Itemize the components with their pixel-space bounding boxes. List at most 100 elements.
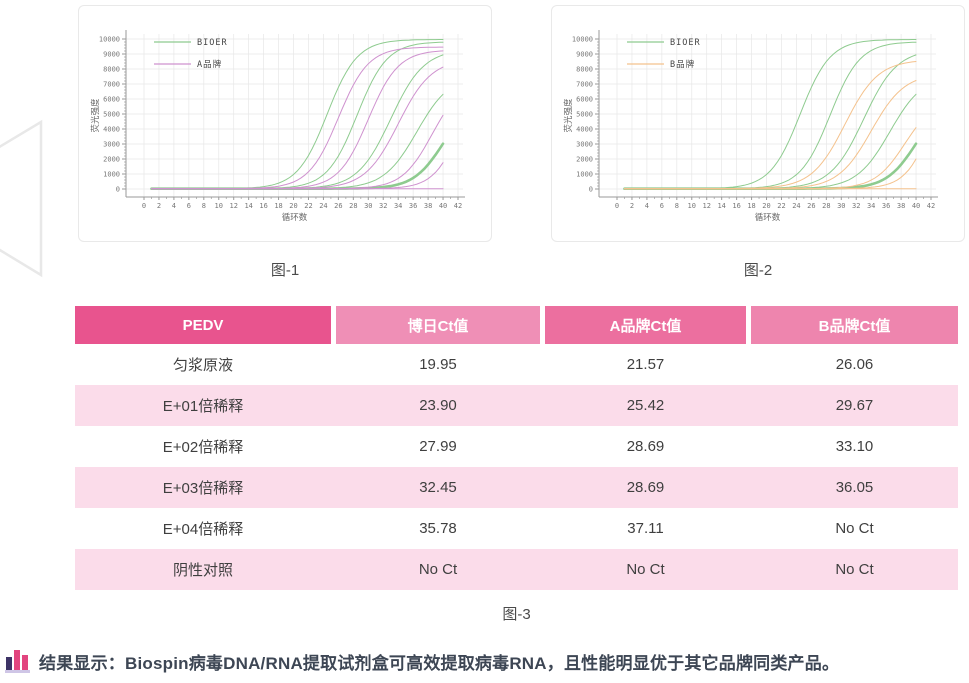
y-axis-label: 荧光强度	[563, 98, 574, 133]
svg-text:4: 4	[645, 202, 649, 210]
table-header-cell: 博日Ct值	[336, 306, 540, 344]
row-label-cell: 阴性对照	[172, 562, 233, 579]
svg-text:18: 18	[274, 202, 282, 210]
svg-text:38: 38	[897, 202, 905, 210]
row-label-cell: E+04倍稀释	[162, 521, 244, 538]
svg-text:32: 32	[852, 202, 860, 210]
row-label-cell: E+01倍稀释	[162, 398, 244, 415]
svg-text:8: 8	[675, 202, 679, 210]
ct-value-table: PEDV 博日Ct值 A品牌Ct值 B品牌Ct值 匀浆原液 19.95 21.57 26.0…	[75, 306, 958, 590]
amplification-curve	[624, 61, 917, 190]
svg-text:2: 2	[157, 202, 161, 210]
ct-value-cell: 37.11	[627, 520, 664, 537]
svg-text:30: 30	[364, 202, 372, 210]
svg-text:26: 26	[334, 202, 342, 210]
svg-text:6: 6	[660, 202, 664, 210]
ct-value-cell: 29.67	[835, 397, 874, 414]
svg-text:18: 18	[747, 202, 755, 210]
x-axis-label: 循环数	[755, 212, 781, 223]
svg-text:0: 0	[116, 186, 120, 194]
table-row: E+02倍稀释 27.99 28.69 33.10	[75, 426, 958, 467]
svg-text:5000: 5000	[103, 111, 120, 119]
svg-text:7000: 7000	[576, 81, 593, 89]
svg-text:14: 14	[244, 202, 252, 210]
ct-value-cell: No Ct	[626, 561, 665, 578]
svg-text:0: 0	[589, 186, 593, 194]
svg-text:6000: 6000	[103, 96, 120, 104]
svg-text:24: 24	[792, 202, 800, 210]
ct-value-cell: No Ct	[418, 561, 458, 578]
svg-text:5000: 5000	[576, 111, 593, 119]
svg-text:16: 16	[259, 202, 267, 210]
amplification-curve	[151, 41, 444, 190]
svg-text:26: 26	[807, 202, 815, 210]
amplification-chart-card-1: 0 1000 2000 3000 4000 5000 6000 7000 8000 9000 100…	[78, 5, 492, 242]
svg-text:12: 12	[229, 202, 237, 210]
table-row: 匀浆原液 19.95 21.57 26.06	[75, 344, 958, 385]
amplification-curve	[624, 54, 917, 190]
legend-label: A品牌	[197, 59, 222, 70]
svg-text:16: 16	[732, 202, 740, 210]
svg-text:7000: 7000	[103, 81, 120, 89]
svg-text:6000: 6000	[576, 96, 593, 104]
ct-value-cell: 32.45	[419, 479, 457, 496]
amplification-curve	[624, 127, 917, 190]
svg-text:1000: 1000	[103, 171, 120, 179]
y-axis-label: 荧光强度	[90, 98, 101, 133]
grid	[599, 34, 936, 197]
svg-text:0: 0	[142, 202, 146, 210]
ct-value-cell: 35.78	[419, 520, 457, 537]
svg-text:2000: 2000	[103, 156, 120, 164]
table-header-row: PEDV 博日Ct值 A品牌Ct值 B品牌Ct值	[75, 306, 958, 344]
figure-1-caption: 图-1	[270, 262, 300, 279]
amplification-curve	[624, 80, 917, 190]
conclusion-row: 结果显示：Biospin病毒DNA/RNA提取试剂盒可高效提取病毒RNA，且性能…	[5, 647, 839, 675]
svg-text:8000: 8000	[576, 66, 593, 74]
table-header-cell: B品牌Ct值	[751, 306, 958, 344]
chart-1-plot: 0100020003000400050006000700080009000100…	[90, 30, 465, 223]
row-label-cell: 匀浆原液	[172, 357, 233, 374]
y-tick-labels: 0 1000 2000 3000 4000 5000 6000 7000 8000 9000 100…	[572, 36, 599, 194]
table-body: 匀浆原液 19.95 21.57 26.06 E+01倍稀释 23.90 25.42 29.6…	[75, 344, 958, 590]
ct-value-cell: 33.10	[835, 438, 874, 455]
amplification-chart-card-2: 0 1000 2000 3000 4000 5000 6000 7000 8000 9000 100…	[551, 5, 965, 242]
svg-text:20: 20	[762, 202, 770, 210]
svg-text:42: 42	[927, 202, 935, 210]
x-axis-label: 循环数	[282, 212, 308, 223]
svg-text:1000: 1000	[576, 171, 593, 179]
svg-text:36: 36	[882, 202, 890, 210]
svg-text:28: 28	[822, 202, 830, 210]
chart-2-plot: 0100020003000400050006000700080009000100…	[563, 30, 938, 223]
svg-text:10: 10	[215, 202, 223, 210]
svg-text:32: 32	[379, 202, 387, 210]
svg-text:10: 10	[688, 202, 696, 210]
svg-text:4000: 4000	[103, 126, 120, 134]
amplification-curve	[151, 46, 444, 190]
table-header-cell: PEDV	[75, 306, 331, 344]
x-tick-labels: 0 2 4 6 8 10 12 14 16 18 20 22 24 26 28 30 32 34 36 38 40 42	[615, 197, 935, 210]
svg-text:8: 8	[202, 202, 206, 210]
amplification-curve	[151, 114, 444, 190]
table-row: E+04倍稀释 35.78 37.11 No Ct	[75, 508, 958, 549]
legend-label: BIOER	[197, 38, 228, 48]
table-row: E+03倍稀释 32.45 28.69 36.05	[75, 467, 958, 508]
svg-text:34: 34	[394, 202, 402, 210]
legend-label: B品牌	[670, 59, 695, 70]
svg-text:3000: 3000	[103, 141, 120, 149]
grid	[126, 34, 463, 197]
amplification-curve	[151, 50, 444, 190]
amplification-curve	[624, 93, 917, 190]
ct-value-cell: 28.69	[626, 438, 665, 455]
svg-text:3000: 3000	[576, 141, 593, 149]
amplification-curve	[623, 142, 918, 190]
carousel-prev-arrow[interactable]	[0, 90, 60, 310]
y-tick-labels: 0 1000 2000 3000 4000 5000 6000 7000 8000 9000 100…	[99, 36, 126, 194]
amplification-curves	[623, 39, 918, 190]
ct-value-cell: 27.99	[419, 438, 457, 455]
ct-value-cell: 26.06	[835, 356, 874, 373]
ct-value-cell: 36.05	[835, 479, 874, 496]
amplification-curve	[150, 142, 445, 190]
ct-value-cell: 23.90	[419, 397, 457, 414]
svg-text:24: 24	[319, 202, 327, 210]
ct-value-cell: 25.42	[626, 397, 665, 414]
